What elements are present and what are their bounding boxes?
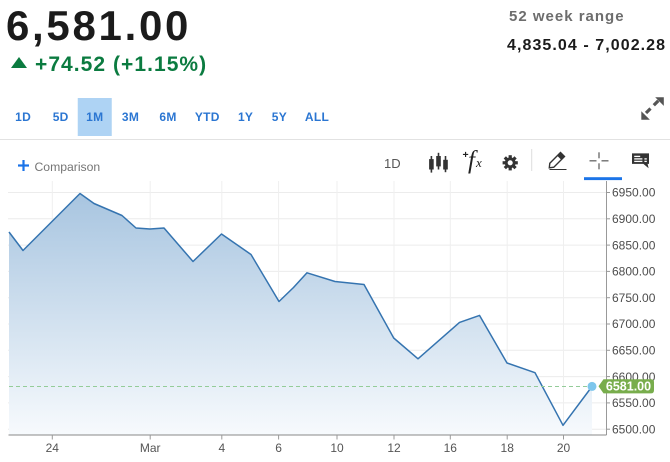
svg-text:10: 10 xyxy=(330,441,344,455)
svg-text:+: + xyxy=(463,149,469,161)
svg-text:16: 16 xyxy=(444,441,458,455)
svg-text:6: 6 xyxy=(275,441,282,455)
svg-text:6500.00: 6500.00 xyxy=(612,422,656,436)
svg-text:6800.00: 6800.00 xyxy=(612,265,656,279)
svg-text:12: 12 xyxy=(387,441,401,455)
svg-text:f: f xyxy=(468,147,478,174)
svg-text:6750.00: 6750.00 xyxy=(612,291,656,305)
svg-text:6950.00: 6950.00 xyxy=(612,186,656,200)
svg-text:24: 24 xyxy=(46,441,60,455)
svg-text:Mar: Mar xyxy=(140,441,161,455)
svg-text:6850.00: 6850.00 xyxy=(612,238,656,252)
svg-text:6700.00: 6700.00 xyxy=(612,317,656,331)
svg-text:6650.00: 6650.00 xyxy=(612,344,656,358)
svg-text:4: 4 xyxy=(218,441,225,455)
svg-text:1D: 1D xyxy=(384,156,401,171)
svg-text:20: 20 xyxy=(557,441,571,455)
svg-text:6550.00: 6550.00 xyxy=(612,396,656,410)
svg-text:18: 18 xyxy=(501,441,515,455)
svg-text:6900.00: 6900.00 xyxy=(612,212,656,226)
svg-text:x: x xyxy=(475,155,482,170)
svg-text:6581.00: 6581.00 xyxy=(606,380,651,394)
